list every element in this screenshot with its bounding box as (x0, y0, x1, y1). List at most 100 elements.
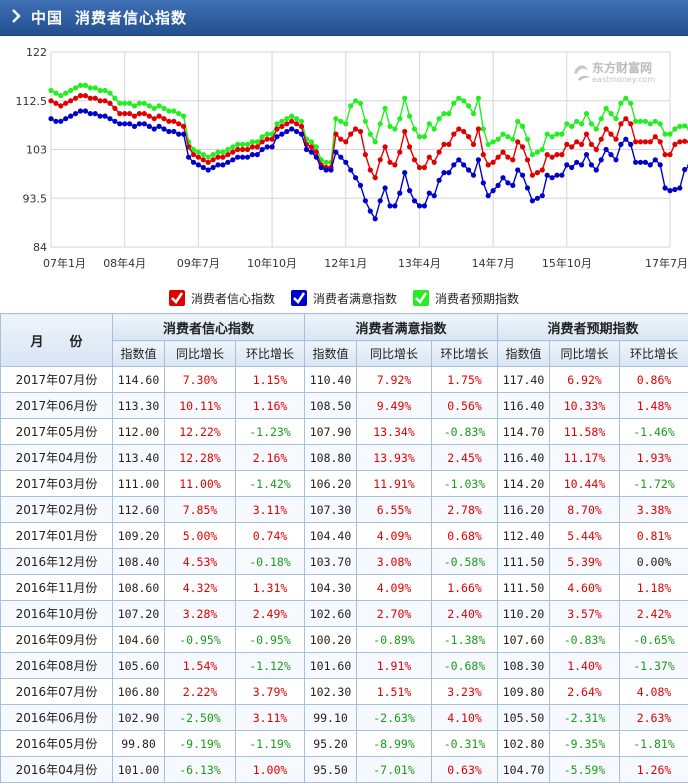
data-point-confidence (411, 157, 418, 163)
data-point-satisfaction (559, 172, 565, 178)
data-point-expectation (515, 118, 521, 124)
legend-item-satisfaction[interactable]: 消费者满意指数 (290, 290, 397, 307)
data-point-satisfaction (642, 159, 649, 165)
data-point-confidence (377, 157, 383, 163)
data-point-satisfaction (446, 170, 452, 176)
mom-cell: -1.03% (431, 470, 498, 497)
legend-item-confidence[interactable]: 消费者信心指数 (168, 290, 275, 307)
index-value-cell: 116.40 (497, 392, 550, 419)
data-point-satisfaction (451, 162, 457, 168)
data-point-expectation (308, 139, 314, 145)
group-header-satisfaction: 消费者满意指数 (304, 313, 498, 341)
month-cell: 2017年01月份 (0, 522, 113, 549)
data-point-confidence (633, 139, 639, 145)
index-value-cell: 108.80 (304, 444, 357, 471)
month-cell: 2016年07月份 (0, 678, 113, 705)
yoy-cell: 13.93% (356, 444, 432, 471)
data-point-expectation (549, 134, 555, 140)
data-point-confidence (289, 118, 295, 124)
yoy-cell: 11.91% (356, 470, 432, 497)
data-point-expectation (677, 123, 683, 129)
mom-cell: 0.86% (619, 366, 688, 393)
data-point-satisfaction (407, 188, 413, 194)
data-point-confidence (353, 126, 359, 132)
data-point-satisfaction (244, 154, 251, 160)
mom-cell: 3.11% (235, 496, 305, 523)
data-point-expectation (131, 103, 138, 109)
data-point-confidence (574, 139, 580, 145)
data-point-expectation (235, 141, 241, 147)
data-point-confidence (136, 111, 142, 117)
series-confidence (48, 93, 688, 181)
data-point-expectation (230, 144, 236, 150)
mom-cell: 0.74% (235, 522, 305, 549)
data-point-confidence (107, 100, 113, 106)
x-tick-label: 10年10月 (247, 256, 297, 270)
data-point-satisfaction (161, 126, 167, 132)
data-point-expectation (73, 85, 79, 91)
data-point-expectation (510, 136, 516, 142)
index-value-cell: 116.40 (497, 444, 550, 471)
data-point-confidence (220, 154, 226, 160)
data-point-satisfaction (500, 175, 506, 181)
data-point-satisfaction (156, 123, 162, 129)
yoy-cell: 2.70% (356, 600, 432, 627)
data-point-confidence (58, 103, 64, 109)
data-point-satisfaction (647, 162, 653, 168)
yoy-cell: -6.13% (164, 756, 236, 783)
data-point-expectation (362, 118, 368, 124)
index-value-cell: 111.00 (112, 470, 165, 497)
data-point-expectation (657, 121, 663, 127)
mom-cell: 4.10% (431, 704, 498, 731)
mom-cell: 3.11% (235, 704, 305, 731)
yoy-cell: 4.53% (164, 548, 236, 575)
index-value-cell: 105.60 (112, 652, 165, 679)
data-point-expectation (102, 87, 108, 94)
data-point-confidence (338, 136, 344, 142)
data-point-expectation (264, 131, 270, 137)
data-point-expectation (579, 121, 585, 127)
data-point-confidence (682, 138, 688, 144)
checkbox-checked-icon[interactable] (168, 290, 185, 306)
yoy-cell: -8.99% (356, 730, 432, 757)
data-point-expectation (338, 118, 344, 124)
data-point-expectation (505, 134, 511, 140)
subheader-yoy: 同比增长 (549, 340, 620, 367)
data-point-expectation (382, 105, 388, 111)
data-point-satisfaction (200, 164, 206, 171)
data-point-confidence (559, 152, 565, 158)
data-point-expectation (294, 116, 300, 122)
data-point-confidence (510, 157, 516, 163)
data-point-expectation (397, 116, 403, 122)
data-point-satisfaction (421, 203, 427, 209)
subheader-mom: 环比增长 (619, 340, 688, 367)
data-point-expectation (357, 100, 364, 106)
yoy-cell: 13.34% (356, 418, 432, 445)
data-point-satisfaction (583, 152, 590, 158)
data-point-satisfaction (333, 149, 339, 155)
y-tick-label: 93.5 (23, 192, 48, 205)
legend-item-expectation[interactable]: 消费者预期指数 (413, 290, 519, 307)
data-point-expectation (156, 103, 162, 109)
checkbox-checked-icon[interactable] (290, 290, 307, 306)
data-point-confidence (200, 157, 206, 163)
data-point-confidence (171, 118, 177, 124)
month-column-header: 月 份 (0, 313, 113, 367)
data-point-confidence (416, 164, 423, 171)
legend-label-confidence: 消费者信心指数 (190, 291, 275, 306)
month-cell: 2016年09月份 (0, 626, 113, 653)
data-point-confidence (181, 123, 187, 129)
checkbox-checked-icon[interactable] (413, 290, 429, 306)
data-point-expectation (421, 134, 427, 140)
data-point-expectation (574, 118, 580, 124)
data-point-confidence (141, 111, 147, 117)
data-point-confidence (127, 111, 133, 117)
data-point-expectation (377, 121, 383, 127)
data-point-expectation (623, 95, 629, 101)
data-point-satisfaction (539, 193, 545, 199)
data-point-expectation (559, 131, 565, 137)
data-point-satisfaction (662, 185, 668, 191)
data-point-expectation (215, 149, 221, 155)
legend-label-satisfaction: 消费者满意指数 (312, 291, 397, 306)
data-point-confidence (195, 154, 201, 160)
